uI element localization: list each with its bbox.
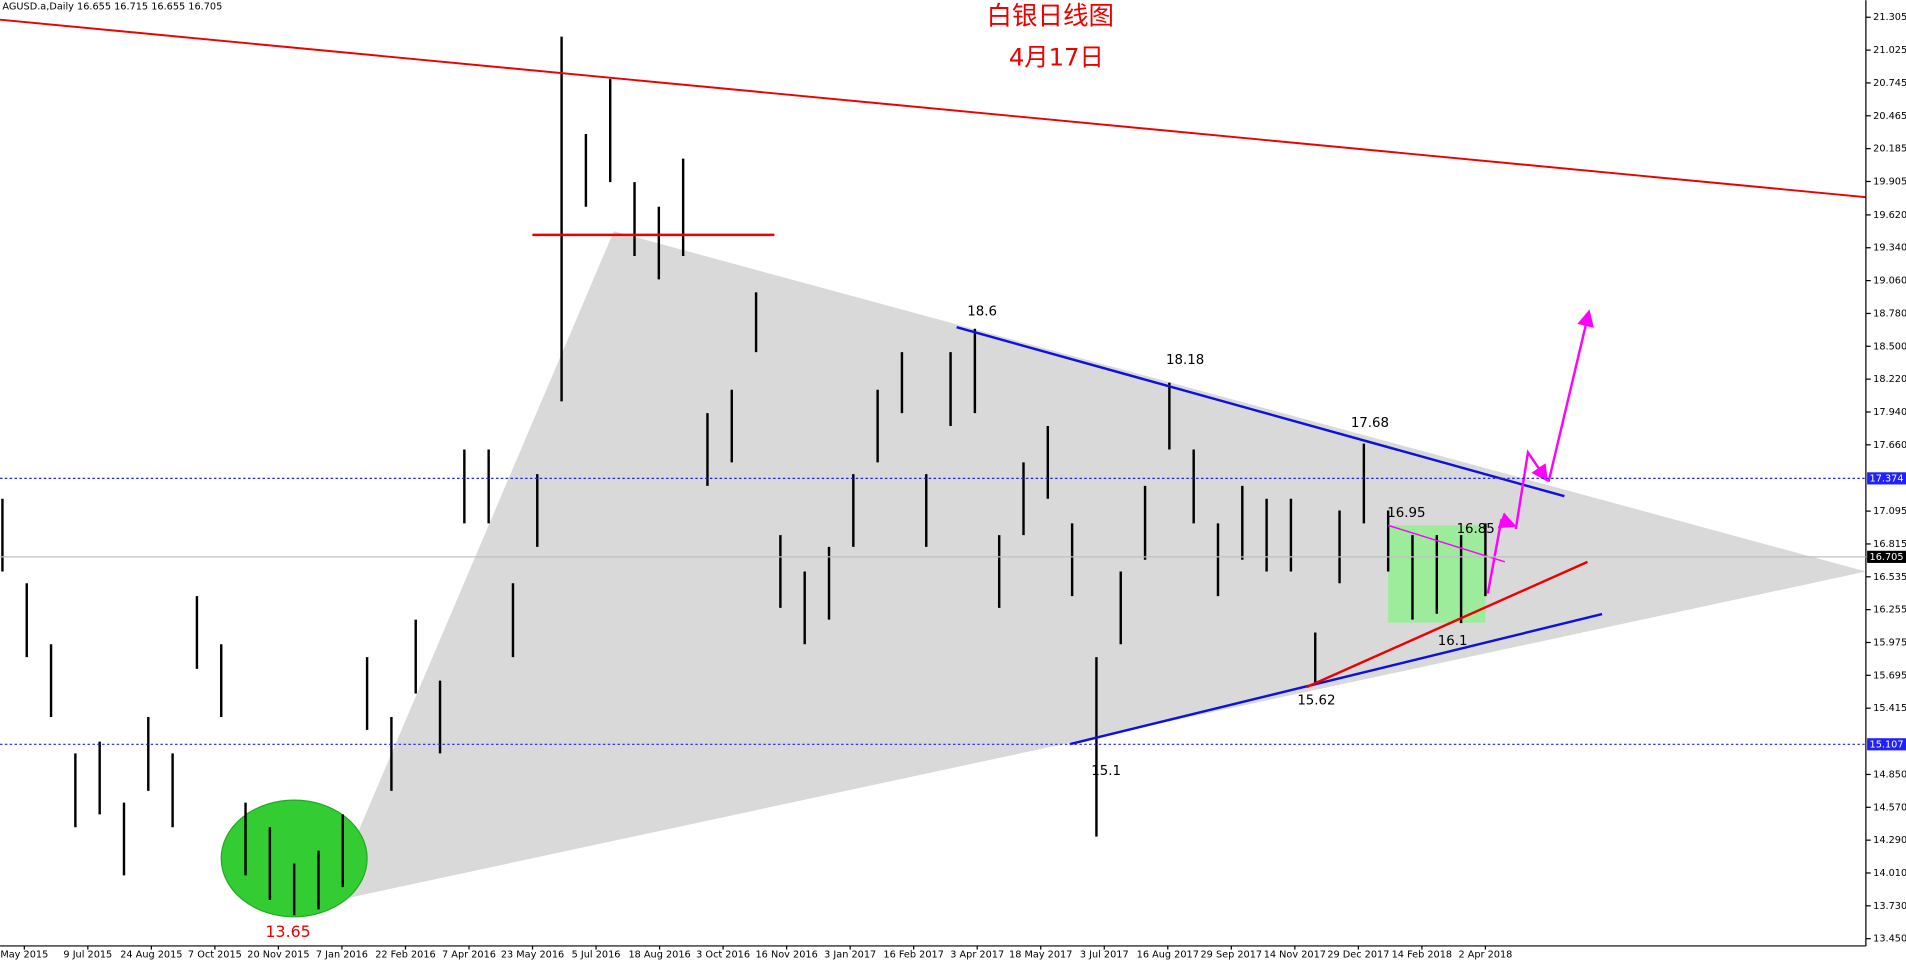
y-tick-label: 14.570 [1873,802,1906,813]
price-annotation: 15.62 [1297,693,1335,708]
y-tick-label: 16.255 [1873,605,1906,616]
y-tick-label: 18.220 [1873,374,1906,385]
x-tick-label: 22 Feb 2016 [375,949,436,960]
x-tick-label: 29 Dec 2017 [1327,949,1389,960]
x-tick-label: 3 Apr 2017 [950,949,1004,960]
y-tick-label: 20.745 [1873,78,1906,89]
level-tag [1867,738,1906,751]
y-tick-label: 20.465 [1873,111,1906,122]
price-annotation: 16.1 [1438,634,1468,649]
y-tick-label: 16.535 [1873,572,1906,583]
y-tick-label: 20.185 [1873,144,1906,155]
y-tick-label: 19.620 [1873,210,1906,221]
y-tick-label: 17.660 [1873,440,1906,451]
triangle-zone [328,231,1866,903]
y-tick-label: 15.695 [1873,670,1906,681]
y-tick-label: 19.905 [1873,176,1906,187]
y-tick-label: 13.730 [1873,901,1906,912]
price-annotation: 15.1 [1091,764,1121,779]
chart-title: 白银日线图 [986,1,1114,31]
x-tick-label: 18 Aug 2016 [628,949,690,960]
upper-trend [956,326,1565,498]
current-price-tag [1867,550,1906,563]
y-tick-label: 14.850 [1873,769,1906,780]
chart-subtitle: 4月17日 [1009,43,1104,72]
price-annotation: 17.68 [1351,416,1389,431]
y-tick-label: 19.340 [1873,243,1906,254]
forecast-arrow [1514,449,1549,530]
y-tick-label: 13.450 [1873,934,1906,945]
price-bars [1,36,1487,916]
x-tick-label: 16 Aug 2017 [1137,949,1199,960]
x-tick-label: May 2015 [0,949,48,960]
x-tick-label: 7 Jan 2016 [316,949,368,960]
y-tick-label: 15.415 [1873,703,1906,714]
symbol-info: AGUSD.a,Daily 16.655 16.715 16.655 16.70… [2,1,222,12]
x-tick-label: 3 Jul 2017 [1080,949,1129,960]
x-tick-label: 20 Nov 2015 [247,949,309,960]
x-tick-label: 3 Jan 2017 [824,949,876,960]
x-tick-label: 16 Nov 2016 [756,949,818,960]
level-label: 15.107 [1870,739,1904,750]
y-tick-label: 21.025 [1873,45,1906,56]
lower-trend [1069,612,1603,746]
y-tick-label: 17.940 [1873,407,1906,418]
x-tick-label: 3 Oct 2016 [696,949,750,960]
level-label: 17.374 [1870,473,1904,484]
level-tag [1867,472,1906,485]
x-tick-label: 14 Feb 2018 [1392,949,1453,960]
y-tick-label: 18.500 [1873,341,1906,352]
y-tick-label: 17.095 [1873,506,1906,517]
x-tick-label: 14 Nov 2017 [1264,949,1326,960]
y-tick-label: 19.060 [1873,276,1906,287]
price-annotation: 16.95 [1387,506,1425,521]
x-tick-label: 7 Apr 2016 [442,949,496,960]
x-tick-label: 2 Apr 2018 [1458,949,1512,960]
y-tick-label: 14.010 [1873,868,1906,879]
y-tick-label: 21.305 [1873,12,1906,23]
y-tick-label: 15.975 [1873,637,1906,648]
current-price-label: 16.705 [1870,552,1904,563]
x-tick-label: 7 Oct 2015 [188,949,242,960]
forecast-arrow [1486,512,1517,594]
x-tick-label: 9 Jul 2015 [63,949,112,960]
x-tick-label: 16 Feb 2017 [883,949,944,960]
price-annotation: 18.6 [967,304,997,319]
x-tick-label: 23 May 2016 [501,949,564,960]
bottom-zone [220,799,368,918]
price-annotation: 13.65 [265,922,310,941]
x-tick-label: 29 Sep 2017 [1201,949,1263,960]
box-line [1387,524,1506,563]
price-annotation: 18.18 [1166,353,1204,368]
resistance-line [0,18,1866,199]
x-tick-label: 18 May 2017 [1009,949,1072,960]
y-tick-label: 14.290 [1873,835,1906,846]
x-tick-label: 24 Aug 2015 [120,949,182,960]
y-tick-label: 16.815 [1873,539,1906,550]
x-tick-label: 5 Jul 2016 [572,949,621,960]
price-annotation: 16.85 [1457,522,1495,537]
forecast-arrow [1547,309,1594,482]
support-trend [1306,560,1589,689]
y-tick-label: 18.780 [1873,308,1906,319]
